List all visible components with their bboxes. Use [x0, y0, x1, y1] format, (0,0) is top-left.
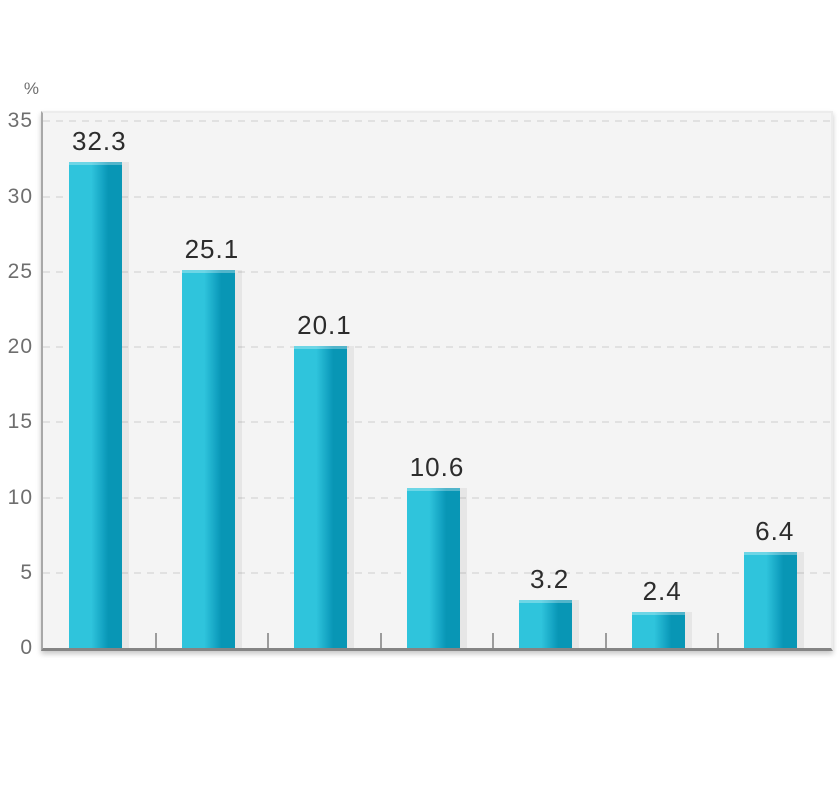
x-axis-tick: [379, 633, 382, 648]
bar: [294, 345, 355, 648]
bar: [631, 611, 692, 649]
gridline: [43, 346, 831, 348]
gridline: [43, 270, 831, 273]
bar-column: 25.1: [156, 113, 270, 648]
bar-value-label: 6.4: [755, 515, 795, 546]
y-axis-tick-label: 0: [20, 636, 33, 659]
y-axis-tick-label: 25: [7, 259, 33, 283]
bar-column: 6.4: [718, 113, 831, 649]
x-axis-tick: [267, 633, 270, 648]
bar-value-label: 3.2: [530, 563, 570, 594]
y-axis-unit-label: %: [23, 79, 40, 98]
y-axis-tick-label: 35: [7, 109, 33, 133]
bar-value-label: 20.1: [297, 309, 352, 340]
x-axis-tick: [604, 633, 607, 648]
y-axis-tick-label: 15: [7, 410, 33, 434]
bar-column: 20.1: [268, 113, 382, 648]
bar-value-label: 10.6: [409, 452, 465, 483]
bar: [406, 488, 467, 648]
bar-column: 32.3: [43, 113, 157, 649]
x-axis-tick: [717, 633, 720, 648]
gridline: [43, 195, 831, 198]
bar: [744, 551, 805, 649]
gridline: [43, 120, 831, 123]
y-axis-tick-label: 10: [7, 485, 33, 509]
bar: [69, 161, 129, 649]
bar-value-label: 2.4: [642, 575, 682, 606]
gridline: [43, 421, 831, 424]
bar-columns: 32.3 25.1 20.1 10.6 3.2 2.4 6.4: [43, 113, 831, 649]
y-axis-tick-label: 30: [7, 184, 33, 208]
plot-area: 32.3 25.1 20.1 10.6 3.2 2.4 6.4: [41, 111, 833, 651]
bar: [519, 599, 580, 649]
bar-column: 3.2: [493, 113, 607, 649]
bar-value-label: 32.3: [71, 125, 127, 156]
x-axis-tick: [154, 633, 157, 648]
bar: [181, 270, 242, 648]
bar-value-label: 25.1: [184, 234, 240, 265]
bar-column: 2.4: [606, 113, 720, 649]
x-axis-tick: [492, 633, 495, 648]
bar-column: 10.6: [381, 113, 495, 648]
y-axis-tick-label: 20: [7, 335, 33, 358]
y-axis-tick-label: 5: [20, 560, 33, 584]
